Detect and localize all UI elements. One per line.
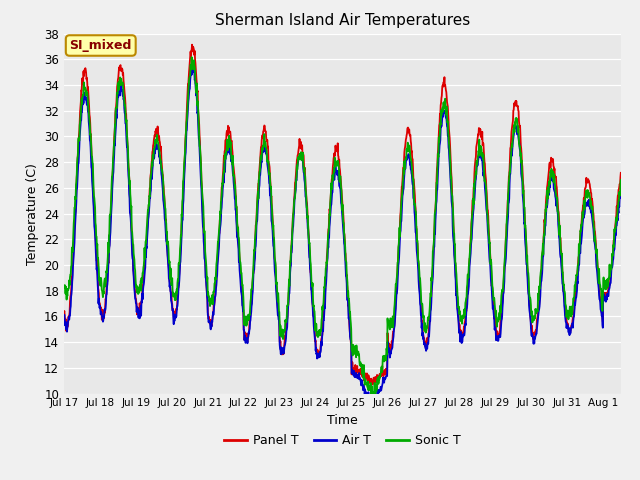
Title: Sherman Island Air Temperatures: Sherman Island Air Temperatures bbox=[215, 13, 470, 28]
X-axis label: Time: Time bbox=[327, 414, 358, 427]
Legend: Panel T, Air T, Sonic T: Panel T, Air T, Sonic T bbox=[219, 429, 466, 452]
Y-axis label: Temperature (C): Temperature (C) bbox=[26, 163, 38, 264]
Text: SI_mixed: SI_mixed bbox=[70, 39, 132, 52]
